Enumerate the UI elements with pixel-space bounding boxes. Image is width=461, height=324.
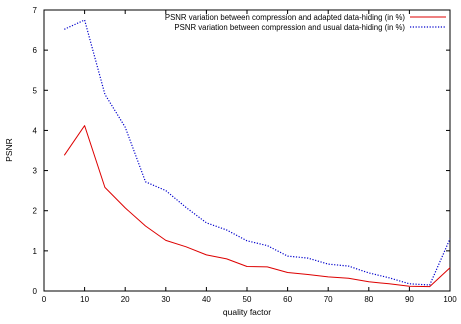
x-tick-label: 0: [42, 295, 47, 304]
legend-label-usual: PSNR variation between compression and u…: [174, 23, 405, 32]
x-tick-label: 20: [121, 295, 130, 304]
y-tick-label: 4: [33, 126, 38, 135]
x-tick-label: 100: [443, 295, 457, 304]
x-tick-label: 30: [161, 295, 170, 304]
y-axis: 0 1 2 3 4 5 6 7: [33, 6, 450, 296]
y-tick-label: 5: [33, 86, 38, 95]
y-axis-label: PSNR: [4, 138, 14, 162]
y-tick-label: 6: [33, 46, 38, 55]
y-tick-label: 1: [33, 247, 38, 256]
legend-label-adapted: PSNR variation between compression and a…: [165, 13, 406, 22]
x-axis: 0 10 20 30 40 50 60 70 80 90 100: [42, 10, 457, 304]
x-tick-label: 90: [405, 295, 414, 304]
x-tick-label: 80: [364, 295, 373, 304]
x-tick-label: 50: [243, 295, 252, 304]
x-tick-label: 10: [80, 295, 89, 304]
legend: PSNR variation between compression and a…: [165, 13, 446, 32]
y-tick-label: 7: [33, 6, 38, 15]
series-line-1: [64, 19, 451, 286]
series-line-0: [63, 125, 451, 288]
y-tick-label: 0: [33, 287, 38, 296]
y-tick-label: 3: [33, 167, 38, 176]
x-axis-label: quality factor: [223, 307, 271, 317]
x-tick-label: 60: [283, 295, 292, 304]
y-tick-label: 2: [33, 207, 38, 216]
x-tick-label: 70: [324, 295, 333, 304]
series-layer: [63, 19, 451, 288]
plot-frame: [43, 9, 451, 292]
x-tick-label: 40: [202, 295, 211, 304]
